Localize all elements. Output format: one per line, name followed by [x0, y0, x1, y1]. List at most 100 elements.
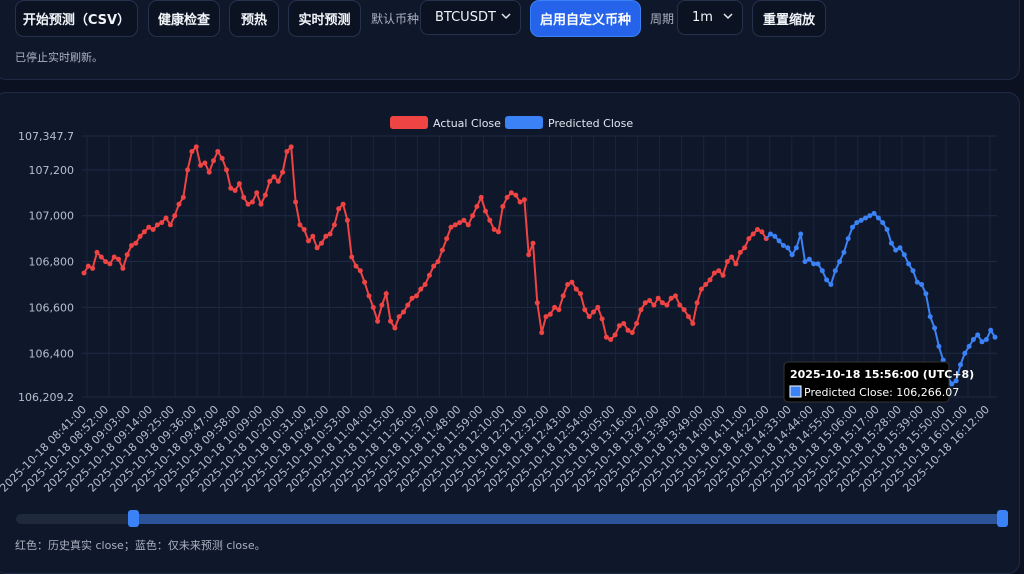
data-point	[336, 206, 342, 212]
legend-label[interactable]: Predicted Close	[548, 117, 633, 130]
data-point	[90, 265, 96, 271]
health-check-button[interactable]: 健康检查	[148, 0, 220, 37]
data-point	[560, 293, 566, 299]
data-point	[543, 314, 549, 320]
data-point	[293, 199, 299, 205]
data-point	[845, 236, 851, 242]
data-point	[344, 217, 350, 223]
data-point	[988, 327, 994, 333]
data-point	[819, 268, 825, 274]
data-point	[224, 167, 229, 173]
legend-label[interactable]: Actual Close	[433, 117, 501, 130]
period-select[interactable]: 1m	[677, 0, 743, 35]
reset-zoom-button[interactable]: 重置缩放	[752, 0, 826, 37]
legend-swatch-actual[interactable]	[390, 116, 428, 129]
data-point	[452, 222, 458, 228]
data-point	[664, 302, 670, 308]
data-point	[793, 245, 799, 251]
zoom-slider-handle-left[interactable]	[128, 510, 139, 527]
data-point	[180, 194, 186, 200]
data-point	[750, 231, 756, 237]
data-point	[448, 224, 454, 230]
data-point	[146, 224, 152, 230]
data-point	[729, 254, 735, 260]
data-point	[867, 213, 873, 219]
data-point	[267, 178, 273, 184]
data-point	[370, 304, 376, 310]
data-point	[414, 293, 419, 299]
series-line-predicted	[765, 212, 996, 386]
data-point	[806, 256, 812, 262]
data-point	[953, 378, 959, 384]
data-point	[500, 204, 506, 209]
data-point	[111, 254, 117, 260]
data-point	[884, 227, 890, 232]
y-tick-label: 107,200	[29, 164, 75, 177]
data-point	[893, 247, 899, 253]
data-point	[897, 245, 903, 251]
data-point	[496, 229, 501, 235]
data-point	[172, 213, 178, 219]
data-point	[271, 174, 277, 180]
data-point	[608, 337, 614, 342]
warmup-button[interactable]: 预热	[229, 0, 279, 37]
data-point	[198, 162, 204, 168]
data-point	[875, 215, 881, 221]
data-point	[599, 316, 605, 322]
data-point	[677, 302, 683, 308]
data-point	[949, 381, 955, 387]
data-point	[638, 307, 644, 313]
data-point	[297, 222, 303, 228]
data-point	[219, 155, 225, 161]
data-point	[284, 149, 290, 154]
data-point	[435, 259, 441, 265]
data-point	[582, 307, 588, 313]
data-point	[854, 220, 860, 226]
data-point	[871, 210, 877, 216]
tooltip-label: Predicted Close: 106,266.07	[804, 386, 959, 399]
data-point	[232, 188, 238, 193]
data-point	[789, 252, 795, 258]
period-label: 周期	[650, 12, 675, 26]
symbol-select[interactable]: BTCUSDT	[420, 0, 521, 35]
data-point	[569, 279, 575, 285]
zoom-slider-range[interactable]	[133, 514, 1003, 524]
enable-custom-symbol-button[interactable]: 启用自定义币种	[530, 0, 641, 37]
data-point	[780, 243, 786, 248]
data-point	[703, 282, 709, 287]
data-point	[319, 240, 324, 246]
data-point	[383, 291, 389, 297]
data-point	[591, 309, 596, 315]
data-point	[906, 261, 912, 267]
data-point	[901, 252, 907, 258]
data-point	[94, 249, 100, 255]
data-point	[733, 261, 739, 267]
data-point	[103, 259, 109, 265]
data-point	[668, 295, 674, 301]
data-point	[392, 325, 398, 331]
data-point	[858, 217, 864, 223]
data-point	[124, 252, 130, 258]
data-point	[396, 314, 402, 320]
data-point	[837, 259, 843, 265]
legend-swatch-predicted[interactable]	[505, 116, 543, 129]
data-point	[85, 263, 91, 269]
data-point	[914, 279, 920, 285]
data-point	[798, 231, 804, 237]
data-point	[746, 236, 752, 242]
data-point	[573, 286, 579, 292]
realtime-predict-button[interactable]: 实时预测	[288, 0, 361, 37]
data-point	[824, 277, 830, 283]
data-point	[785, 245, 791, 251]
data-point	[120, 265, 126, 271]
zoom-slider-handle-right[interactable]	[997, 510, 1008, 527]
data-point	[353, 263, 359, 269]
data-point	[850, 224, 855, 230]
data-point	[254, 190, 260, 196]
data-point	[288, 144, 294, 150]
data-point	[698, 286, 704, 292]
start-predict-button[interactable]: 开始预测（CSV）	[15, 0, 138, 37]
data-point	[530, 240, 536, 246]
data-point	[323, 233, 329, 239]
data-point	[357, 268, 363, 274]
